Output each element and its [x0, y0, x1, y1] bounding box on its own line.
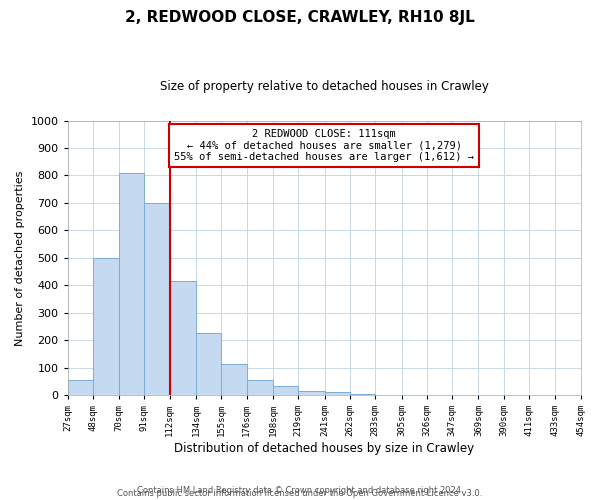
- Bar: [196, 334, 221, 395]
- Text: Contains HM Land Registry data © Crown copyright and database right 2024.: Contains HM Land Registry data © Crown c…: [137, 486, 463, 495]
- Text: Contains public sector information licensed under the Open Government Licence v3: Contains public sector information licen…: [118, 488, 482, 498]
- Bar: [119, 172, 145, 395]
- Text: 2 REDWOOD CLOSE: 111sqm
← 44% of detached houses are smaller (1,279)
55% of semi: 2 REDWOOD CLOSE: 111sqm ← 44% of detache…: [174, 129, 474, 162]
- Bar: [273, 386, 298, 395]
- Bar: [298, 391, 325, 395]
- X-axis label: Distribution of detached houses by size in Crawley: Distribution of detached houses by size …: [174, 442, 474, 455]
- Bar: [350, 394, 375, 395]
- Bar: [325, 392, 350, 395]
- Bar: [170, 281, 196, 395]
- Bar: [93, 258, 119, 395]
- Y-axis label: Number of detached properties: Number of detached properties: [15, 170, 25, 346]
- Title: Size of property relative to detached houses in Crawley: Size of property relative to detached ho…: [160, 80, 488, 93]
- Bar: [247, 380, 273, 395]
- Bar: [145, 203, 170, 395]
- Bar: [68, 380, 93, 395]
- Bar: [375, 394, 401, 395]
- Text: 2, REDWOOD CLOSE, CRAWLEY, RH10 8JL: 2, REDWOOD CLOSE, CRAWLEY, RH10 8JL: [125, 10, 475, 25]
- Bar: [221, 364, 247, 395]
